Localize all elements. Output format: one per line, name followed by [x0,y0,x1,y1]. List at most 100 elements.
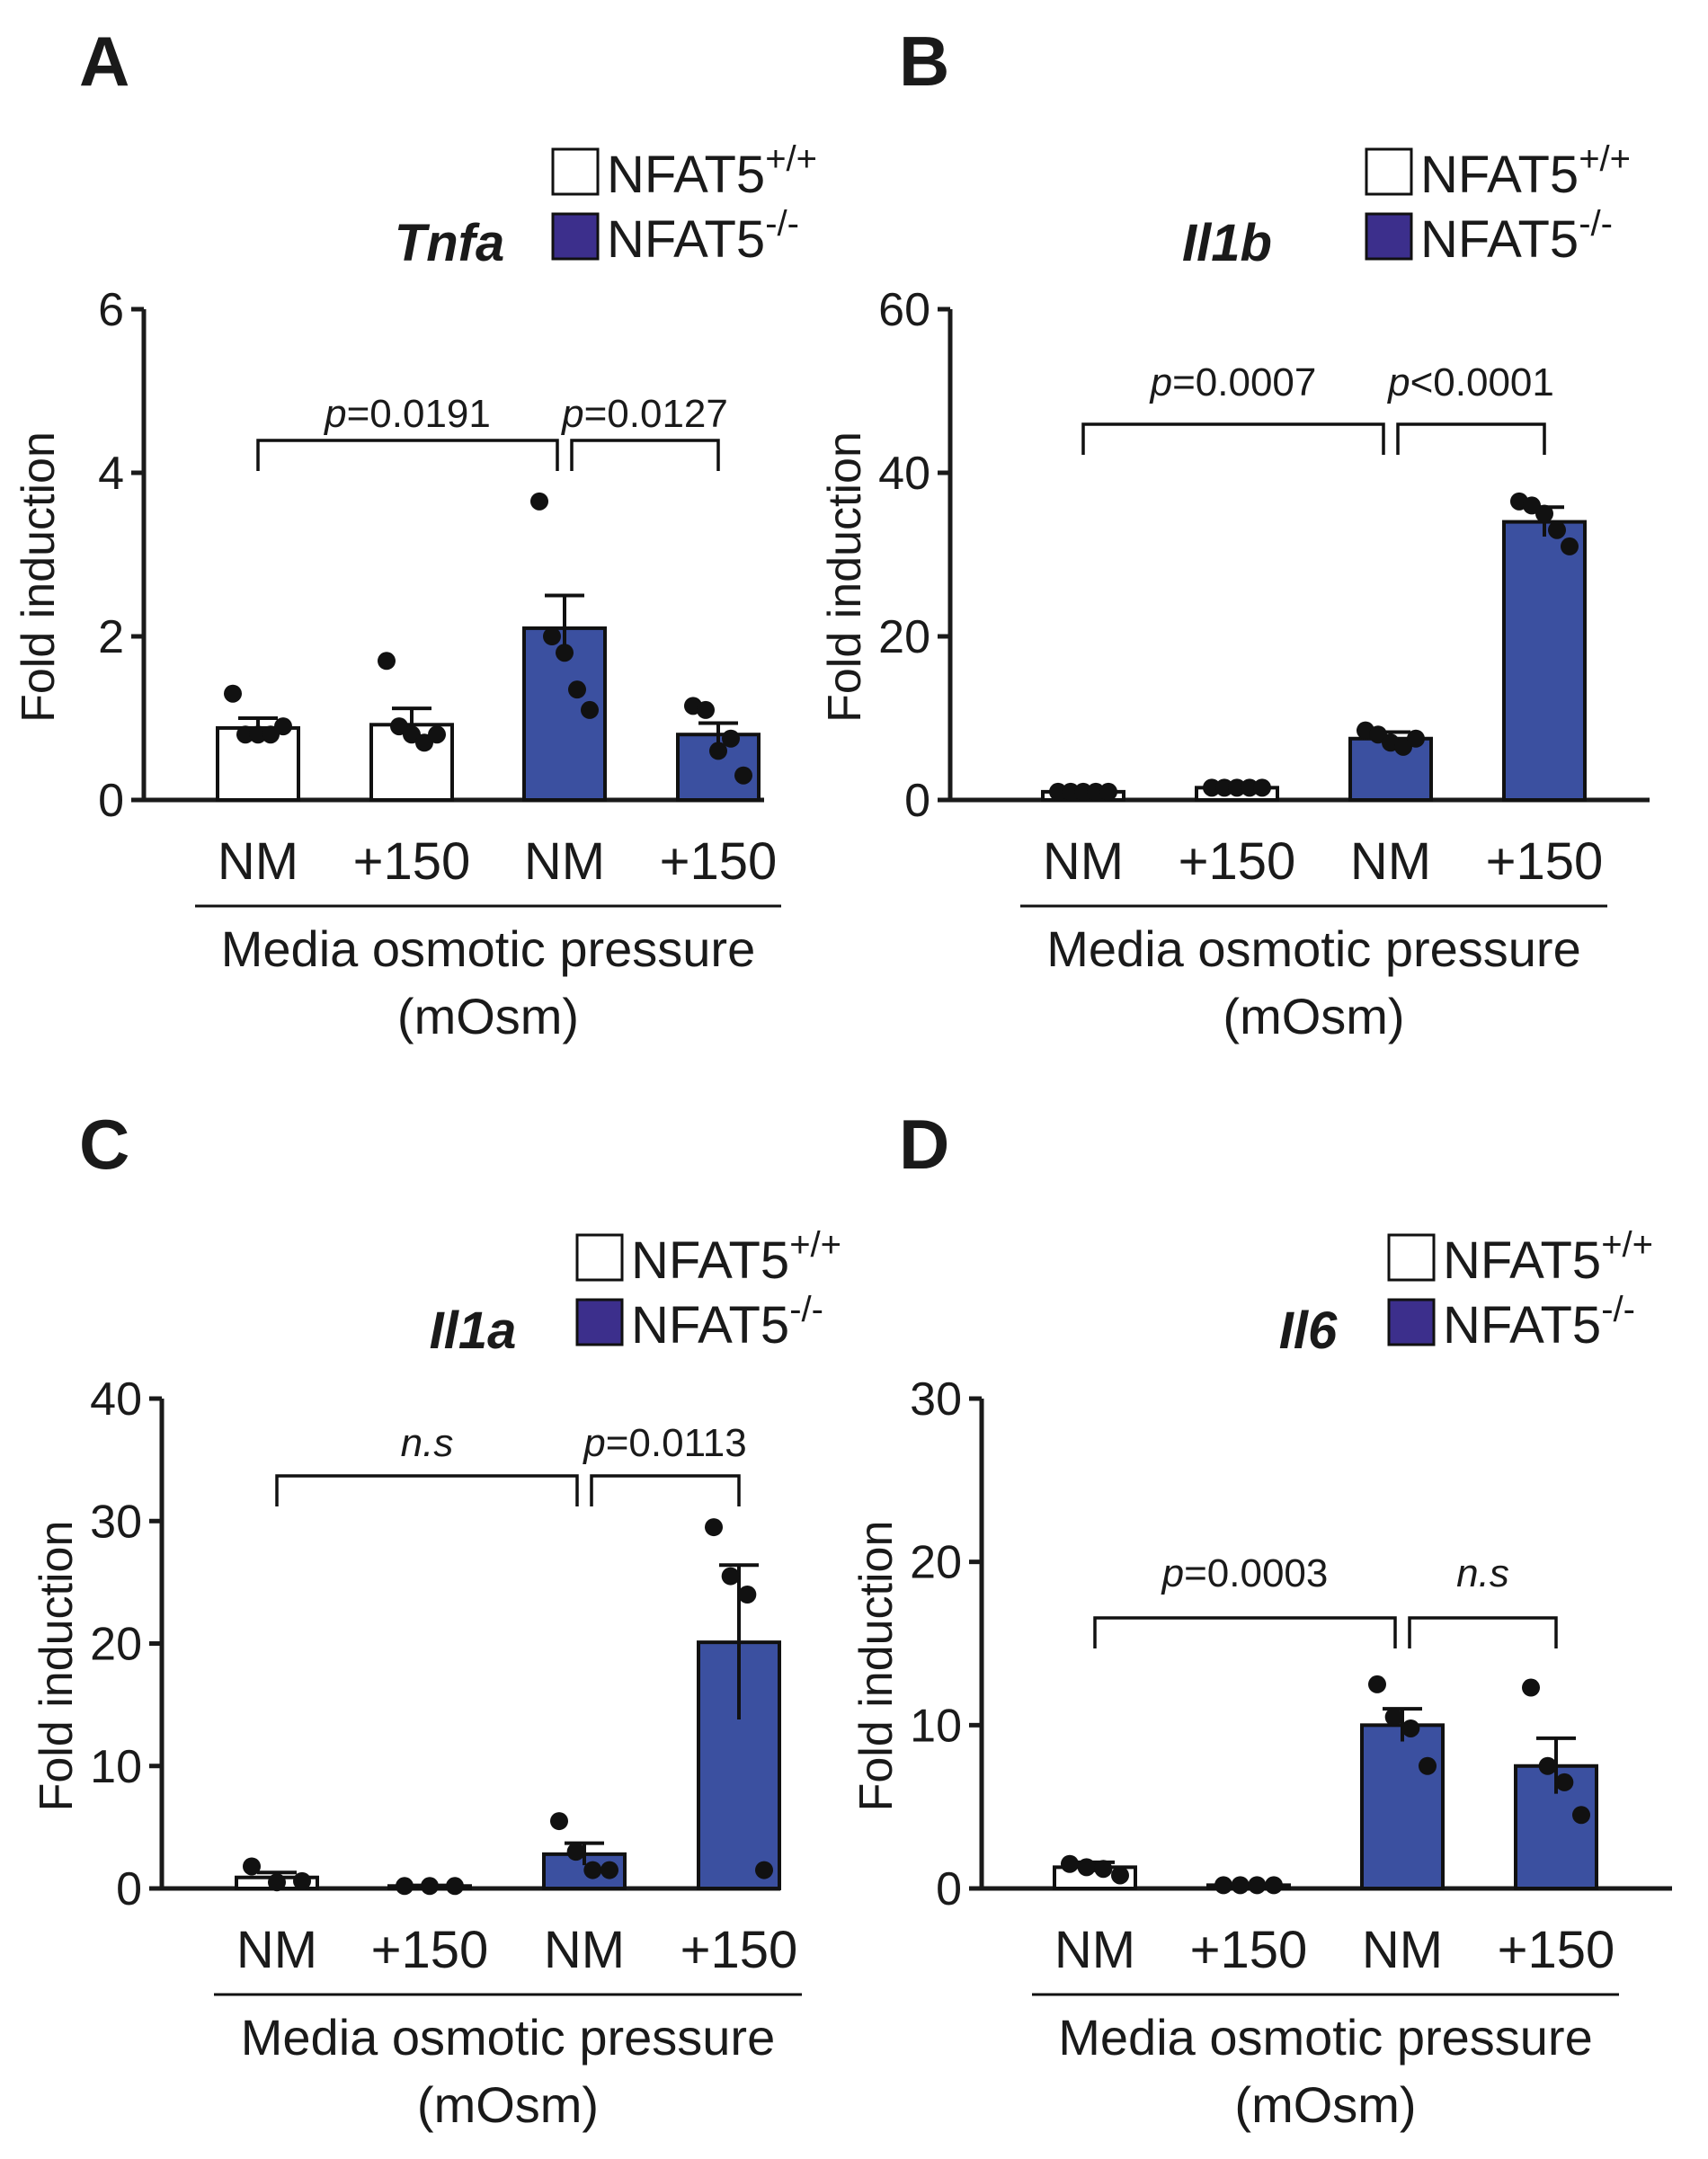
panel-a-sig-label-prefix: p [323,392,346,436]
panel-c-x-tick-label-2: +150 [371,1921,489,1979]
panel-d-x-tick-label-4: +150 [1498,1921,1615,1979]
panel-a-data-point [249,725,267,744]
panel-b-x-tick-label-4: +150 [1486,832,1604,891]
panel-c-data-point [396,1877,414,1896]
panel-d-data-point [1111,1866,1129,1885]
panel-d-data-point [1214,1876,1232,1895]
panel-b-data-point [1203,778,1221,797]
panel-a-sig-bracket-1 [256,439,559,471]
panel-d-bar-3 [1360,1723,1445,1891]
panel-d-data-point [1231,1876,1250,1895]
panel-b-y-tick-label: 60 [878,284,930,336]
panel-b-sig-label-prefix: p [1149,360,1172,404]
panel-a-title: Tnfa [395,214,504,272]
panel-d-legend-base-wildtype: NFAT5 [1443,1231,1601,1290]
panel-b-sig-bracket-2 [1396,422,1546,455]
panel-c-data-point [421,1877,439,1896]
panel-b-sig-label-value: <0.0001 [1410,360,1554,404]
panel-c-x-tick-label-4: +150 [681,1921,798,1979]
panel-d-data-point [1384,1708,1403,1727]
panel-b-data-point [1535,504,1553,523]
panel-c-letter: C [79,1105,129,1184]
panel-d-y-tick-label: 10 [910,1700,962,1752]
panel-a-y-tick-label: 4 [98,448,124,500]
panel-b-sig-label-prefix: p [1386,360,1410,404]
panel-d-legend-swatch-wildtype [1387,1233,1436,1282]
panel-c-y-tick-label: 20 [90,1619,142,1671]
panel-c-data-point [705,1518,723,1537]
panel-c-y-tick-label: 0 [116,1863,142,1915]
panel-a-data-point [556,644,574,662]
panel-a-data-point [378,652,396,671]
panel-c-x-axis-label: Media osmotic pressure [241,2009,775,2066]
panel-a-x-tick-label-2: +150 [353,832,471,891]
panel-b-legend-sup-knockout: -/- [1579,204,1613,244]
panel-a-data-point [530,492,548,511]
panel-c-x-tick-label-3: NM [544,1921,625,1979]
panel-b-legend-sup-wildtype: +/+ [1579,139,1631,179]
panel-a-legend-sup-knockout: -/- [765,204,799,244]
panel-a-data-point [581,700,599,719]
panel-d-sig-bracket-1 [1093,1616,1397,1648]
panel-a-sig-label-value: =0.0191 [347,392,491,436]
panel-d-y-tick-label: 20 [910,1537,962,1589]
panel-a-sig-label-1: p=0.0191 [323,392,491,436]
panel-a-legend-sup-wildtype: +/+ [765,139,817,179]
panel-c-data-point [566,1843,585,1861]
panel-c-legend-sup-knockout: -/- [789,1290,823,1329]
panel-d-x-axis-unit: (mOsm) [1234,2076,1416,2133]
panel-d-sig-label-prefix: p [1161,1551,1184,1595]
panel-a-legend-swatch-knockout [551,212,600,261]
panel-d-legend: NFAT5+/+NFAT5-/- [1387,1225,1653,1355]
panel-a-legend-label-knockout: NFAT5-/- [607,204,799,269]
panel-a-x-tick-label-3: NM [524,832,605,891]
panel-a-data-point [697,700,715,719]
panel-c-data-point [293,1871,311,1890]
panel-a-data-point [428,725,446,744]
panel-b-sig-label-value: =0.0007 [1172,360,1316,404]
panel-b-y-tick-label: 20 [878,611,930,663]
panel-d-title: Il6 [1279,1302,1338,1360]
panel-a-legend: NFAT5+/+NFAT5-/- [551,139,817,269]
panel-c-title: Il1a [430,1302,517,1360]
panel-d-legend-base-knockout: NFAT5 [1443,1296,1601,1355]
panel-b-legend-base-wildtype: NFAT5 [1420,146,1579,204]
panel-b-data-point [1407,729,1425,748]
panel-b-sig-label-1: p=0.0007 [1149,360,1317,404]
panel-a-data-point [734,766,752,785]
panel-c-x-tick-label-1: NM [236,1921,317,1979]
panel-a-x-tick-label-1: NM [218,832,298,891]
panel-d-data-point [1572,1806,1590,1825]
panel-b-legend-swatch-wildtype [1365,147,1413,196]
panel-a-data-point [543,627,561,645]
panel-c-y-tick-label: 30 [90,1496,142,1548]
panel-a-sig-label-value: =0.0127 [584,392,728,436]
panel-c-legend-sup-wildtype: +/+ [789,1225,841,1265]
panel-c-sig-label-2: p=0.0113 [582,1421,747,1465]
panel-d-data-point [1401,1719,1420,1737]
panel-c-legend-swatch-knockout [575,1298,624,1346]
panel-d-sig-bracket-2 [1408,1616,1558,1648]
panel-c-sig-bracket-2 [590,1474,741,1506]
panel-a-data-point [236,725,254,744]
panel-d-x-axis-label: Media osmotic pressure [1058,2009,1592,2066]
panel-a-legend-label-wildtype: NFAT5+/+ [607,139,817,204]
panel-a-legend-base-wildtype: NFAT5 [607,146,765,204]
panel-d-letter: D [899,1105,949,1184]
panel-d-x-tick-label-2: +150 [1190,1921,1308,1979]
panel-b-letter: B [899,22,949,101]
panel-c-sig-label-value: n.s [401,1421,454,1465]
panel-c-data-point [583,1861,602,1879]
panel-a-letter: A [79,22,129,101]
panel-c-data-point [738,1586,757,1604]
panel-d-data-point [1419,1756,1437,1775]
panel-d-legend-swatch-knockout [1387,1298,1436,1346]
panel-a-sig-label-prefix: p [560,392,583,436]
panel-c-data-point [550,1812,568,1831]
panel-b-data-point [1241,778,1259,797]
panel-b-bar-4 [1502,520,1587,802]
